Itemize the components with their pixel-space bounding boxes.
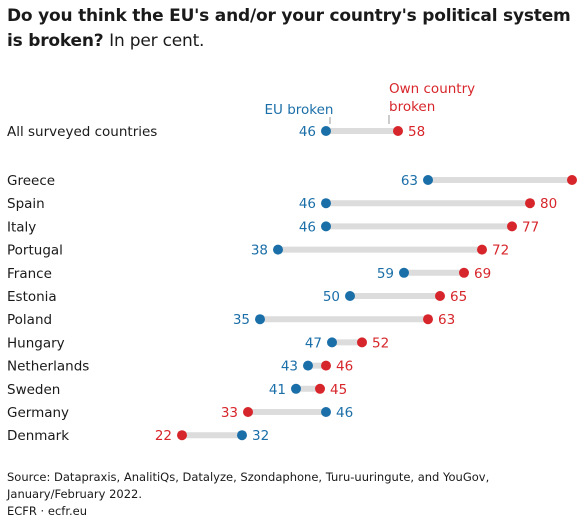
chart-footer: Source: Datapraxis, AnalitiQs, Datalyze,… [7,469,572,520]
row-3-own-dot [477,244,487,255]
credit-note: ECFR · ecfr.eu [7,504,88,518]
dot-plot-chart: EU broken Own country broken All surveye… [7,81,577,444]
chart-title-text: Do you think the EU's and/or your countr… [7,6,571,51]
row-11-eu-dot [237,430,247,441]
row-11-own-value-label: 22 [155,428,172,444]
row-4-own-dot [459,267,469,278]
row-2-country-label: Italy [7,219,36,235]
row-4-own-value-label: 69 [474,266,491,282]
row-2-eu-dot [321,221,331,232]
legend-own-label-line1: Own country [389,81,475,97]
row-1-own-value-label: 80 [540,196,557,212]
row-11-country-label: Denmark [7,428,69,444]
source-note: Source: Datapraxis, AnalitiQs, Datalyze,… [7,470,490,501]
row-7-eu-value-label: 47 [305,335,322,351]
row-1-eu-value-label: 46 [299,196,316,212]
summary-own-dot [393,126,403,136]
row-5-eu-dot [345,291,355,301]
row-6-own-dot [423,314,433,325]
chart-title: Do you think the EU's and/or your countr… [7,4,572,54]
row-3-eu-value-label: 38 [251,243,268,259]
summary-eu-dot [321,126,331,136]
row-5-own-value-label: 65 [450,289,467,305]
row-9-eu-dot [291,383,301,394]
row-0-eu-dot [423,175,433,185]
row-7-own-dot [357,337,367,348]
summary-eu-value-label: 46 [299,124,316,140]
row-8-own-dot [321,360,331,371]
chart-rows: All surveyed countries4658Greece6387Spai… [7,124,577,444]
row-0-eu-value-label: 63 [401,173,418,189]
row-11-own-dot [177,430,187,441]
row-8-country-label: Netherlands [7,359,89,375]
row-9-own-dot [315,383,325,394]
row-8-eu-dot [303,360,313,371]
row-1-country-label: Spain [7,196,45,212]
summary-country-label: All surveyed countries [7,124,157,140]
row-8-eu-value-label: 43 [281,359,298,375]
row-1-own-dot [525,198,535,209]
row-0-country-label: Greece [7,173,55,189]
chart-legend: EU broken Own country broken [265,81,475,124]
row-8-own-value-label: 46 [336,359,353,375]
row-4-eu-dot [399,267,409,278]
row-10-own-dot [243,407,253,417]
row-4-country-label: France [7,266,52,282]
row-2-eu-value-label: 46 [299,219,316,235]
row-2-own-dot [507,221,517,232]
row-3-eu-dot [273,244,283,255]
row-9-own-value-label: 45 [330,382,347,398]
summary-own-value-label: 58 [408,124,425,140]
row-9-eu-value-label: 41 [269,382,286,398]
row-4-eu-value-label: 59 [377,266,394,282]
row-7-own-value-label: 52 [372,335,389,351]
row-9-country-label: Sweden [7,382,60,398]
row-6-eu-value-label: 35 [233,312,250,328]
row-2-own-value-label: 77 [522,219,539,235]
row-10-eu-dot [321,407,331,417]
row-10-eu-value-label: 46 [336,405,353,421]
row-0-own-dot [567,175,577,185]
row-3-country-label: Portugal [7,243,63,259]
row-6-own-value-label: 63 [438,312,455,328]
row-7-eu-dot [327,337,337,348]
chart-subtitle: In per cent. [109,31,205,51]
row-5-country-label: Estonia [7,289,57,305]
row-5-eu-value-label: 50 [323,289,340,305]
row-6-country-label: Poland [7,312,52,328]
row-10-country-label: Germany [7,405,69,421]
row-7-country-label: Hungary [7,335,65,351]
row-5-own-dot [435,291,445,301]
row-1-eu-dot [321,198,331,209]
row-11-eu-value-label: 32 [252,428,269,444]
row-6-eu-dot [255,314,265,325]
row-10-own-value-label: 33 [221,405,238,421]
row-3-own-value-label: 72 [492,243,509,259]
legend-eu-label: EU broken [265,102,334,118]
legend-own-label-line2: broken [389,99,435,115]
